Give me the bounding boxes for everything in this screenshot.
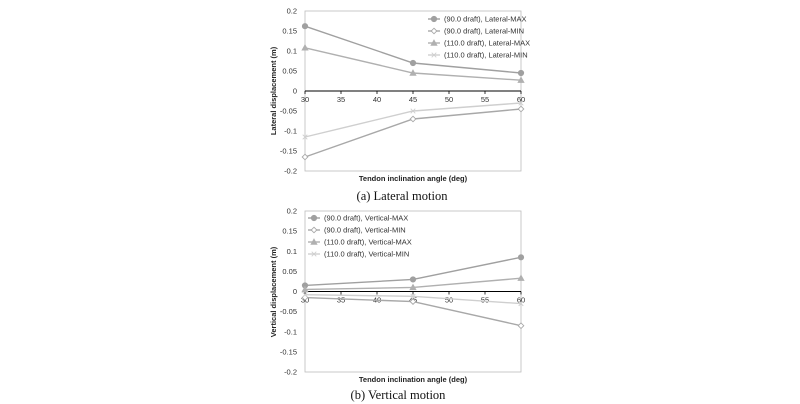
lateral-series-3-point bbox=[409, 69, 417, 76]
lateral-legend-marker bbox=[430, 15, 438, 23]
vertical-y-tick-label: 0 bbox=[293, 287, 297, 296]
vertical-legend-label: (90.0 draft), Vertical-MAX bbox=[324, 214, 408, 223]
lateral-y-tick-label: 0.15 bbox=[282, 27, 297, 36]
vertical-y-tick-label: -0.05 bbox=[280, 307, 297, 316]
vertical-x-tick-label: 35 bbox=[337, 296, 345, 305]
lateral-series-2-point bbox=[409, 115, 417, 123]
lateral-motion-chart: 0.2 0.15 0.1 0.05 0 -0.05 -0.1 -0.15 -0.2 30 35 40… bbox=[269, 7, 530, 203]
vertical-series-4-point bbox=[302, 292, 308, 298]
lateral-x-tick-label: 30 bbox=[301, 95, 309, 104]
lateral-legend-marker bbox=[430, 27, 438, 35]
lateral-series-3-point bbox=[301, 43, 309, 51]
lateral-y-tick-label: 0 bbox=[293, 87, 297, 96]
vertical-series-2-point bbox=[517, 322, 525, 330]
vertical-legend-label: (110.0 draft), Vertical-MAX bbox=[324, 238, 412, 247]
vertical-legend-marker bbox=[310, 214, 318, 222]
lateral-x-axis-title: Tendon inclination angle (deg) bbox=[359, 174, 468, 183]
lateral-x-tick-labels: 30 35 40 45 50 55 60 bbox=[301, 95, 525, 104]
lateral-y-axis-title: Lateral displacement (m) bbox=[269, 46, 278, 135]
vertical-legend-label: (110.0 draft), Vertical-MIN bbox=[324, 250, 409, 259]
lateral-legend-label: (90.0 draft), Lateral-MAX bbox=[444, 15, 527, 24]
lateral-y-tick-label: -0.2 bbox=[284, 167, 297, 176]
lateral-x-tick-label: 35 bbox=[337, 95, 345, 104]
lateral-x-tick-label: 45 bbox=[409, 95, 417, 104]
vertical-y-axis-title: Vertical displacement (m) bbox=[269, 246, 278, 337]
lateral-legend-label: (110.0 draft), Lateral-MIN bbox=[444, 51, 528, 60]
vertical-y-tick-label: 0.1 bbox=[287, 247, 297, 256]
lateral-y-tick-label: -0.1 bbox=[284, 127, 297, 136]
lateral-series-3-point bbox=[517, 76, 525, 83]
lateral-series-1-point bbox=[301, 23, 309, 30]
lateral-caption: (a) Lateral motion bbox=[357, 189, 449, 203]
vertical-series-1-point bbox=[517, 254, 525, 261]
lateral-legend-marker bbox=[431, 52, 437, 58]
vertical-series-4-point bbox=[410, 293, 416, 299]
vertical-legend-marker bbox=[310, 226, 318, 234]
lateral-x-tick-label: 40 bbox=[373, 95, 381, 104]
lateral-series bbox=[301, 23, 525, 161]
lateral-series-4-point bbox=[518, 100, 524, 106]
vertical-y-tick-label: -0.1 bbox=[284, 327, 297, 336]
vertical-x-tick-label: 50 bbox=[445, 296, 453, 305]
vertical-motion-chart: 0.20.150.10.050-0.05-0.1-0.15-0.2 303540… bbox=[269, 207, 525, 402]
vertical-y-tick-label: -0.2 bbox=[284, 368, 297, 377]
vertical-caption: (b) Vertical motion bbox=[351, 388, 447, 402]
lateral-x-tick-label: 55 bbox=[481, 95, 489, 104]
lateral-y-tick-label: 0.2 bbox=[287, 7, 297, 16]
lateral-y-tick-label: 0.05 bbox=[282, 67, 297, 76]
vertical-legend: (90.0 draft), Vertical-MAX (90.0 draft), … bbox=[308, 214, 412, 259]
lateral-series-2-point bbox=[517, 105, 525, 113]
vertical-y-tick-label: 0.2 bbox=[287, 207, 297, 216]
lateral-legend: (90.0 draft), Lateral-MAX (90.0 draft), L… bbox=[428, 15, 530, 60]
vertical-y-tick-labels: 0.2 0.15 0.1 0.05 0 -0.05 -0.1 -0.15 -0.2 bbox=[280, 207, 297, 377]
lateral-legend-marker bbox=[430, 39, 438, 46]
lateral-x-tick-label: 50 bbox=[445, 95, 453, 104]
vertical-legend-marker bbox=[310, 238, 318, 245]
vertical-series-2-point bbox=[409, 298, 417, 305]
vertical-series-3-point bbox=[409, 283, 417, 291]
lateral-legend-label: (110.0 draft), Lateral-MAX bbox=[444, 39, 530, 48]
lateral-x-tick-label: 60 bbox=[517, 95, 525, 104]
lateral-y-tick-labels: 0.2 0.15 0.1 0.05 0 -0.05 -0.1 -0.15 -0.2 bbox=[280, 7, 297, 176]
lateral-series-4-point bbox=[410, 108, 416, 114]
vertical-x-axis-title: Tendon inclination angle (deg) bbox=[359, 375, 468, 384]
vertical-series-3-point bbox=[517, 274, 525, 281]
vertical-legend-label: (90.0 draft), Vertical-MIN bbox=[324, 226, 406, 235]
lateral-series-1-point bbox=[409, 59, 417, 67]
lateral-series-4-point bbox=[302, 134, 308, 140]
vertical-series-3-point bbox=[301, 285, 309, 293]
vertical-y-tick-label: 0.15 bbox=[282, 227, 297, 236]
lateral-y-tick-label: -0.15 bbox=[280, 147, 297, 156]
vertical-series-4-point bbox=[518, 300, 524, 307]
lateral-y-tick-label: 0.1 bbox=[287, 47, 297, 56]
lateral-series-2-point bbox=[301, 153, 309, 161]
vertical-legend-marker bbox=[311, 251, 317, 257]
vertical-x-tick-label: 55 bbox=[481, 296, 489, 305]
lateral-series-1-point bbox=[517, 69, 525, 77]
lateral-y-tick-label: -0.05 bbox=[280, 107, 297, 116]
lateral-legend-label: (90.0 draft), Lateral-MIN bbox=[444, 27, 524, 36]
vertical-series bbox=[301, 254, 525, 330]
vertical-series-1-point bbox=[409, 276, 417, 283]
vertical-y-tick-label: -0.15 bbox=[280, 347, 297, 356]
vertical-x-tick-label: 60 bbox=[517, 296, 525, 305]
vertical-y-tick-label: 0.05 bbox=[282, 267, 297, 276]
